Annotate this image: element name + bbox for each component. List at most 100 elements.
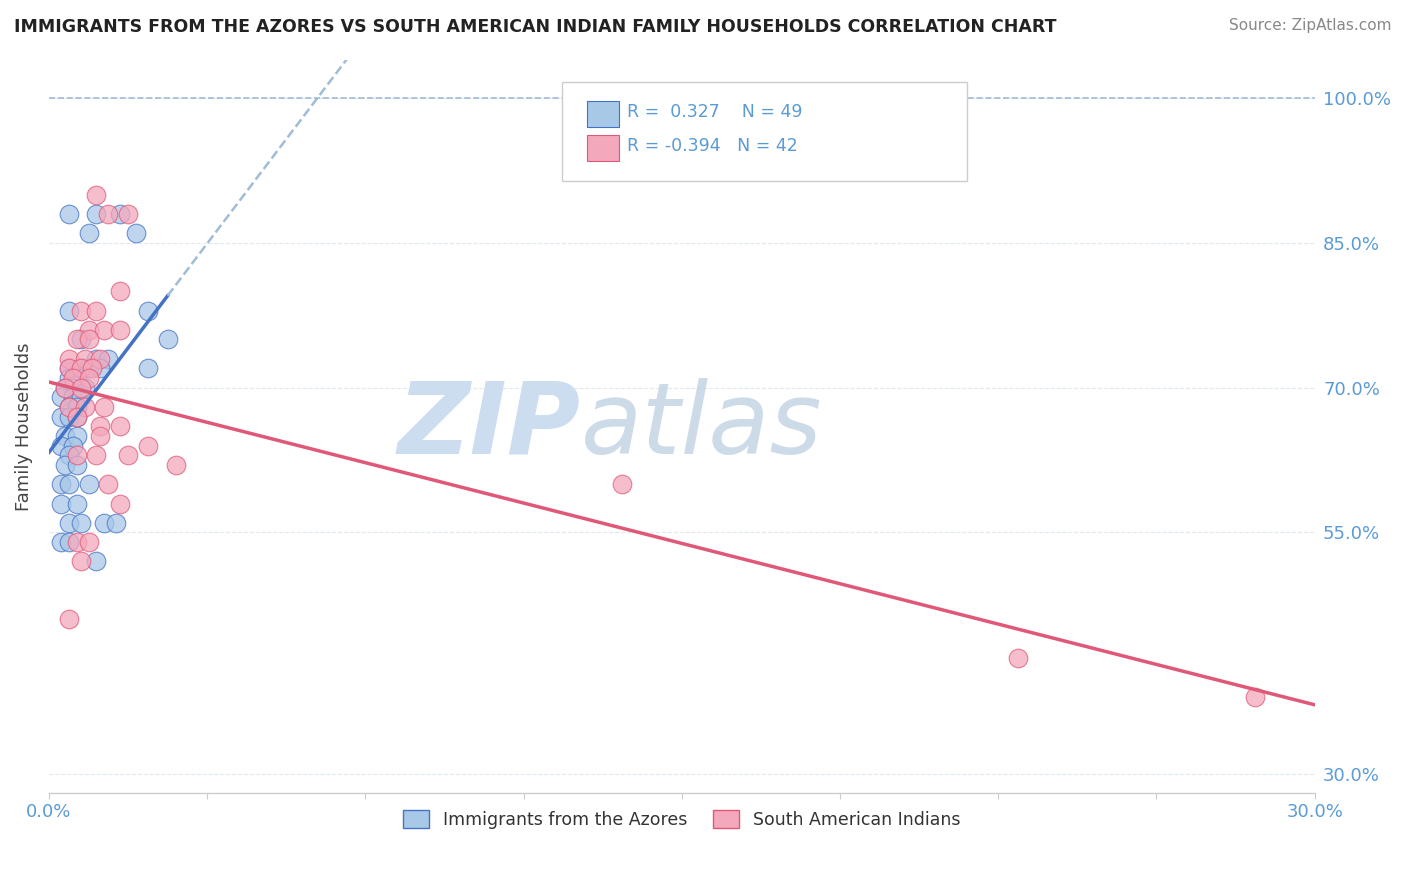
Point [53, 381, 76, 395]
Point [612, 477, 634, 491]
Point [77, 227, 100, 241]
Point [66, 448, 89, 462]
Text: ZIP: ZIP [398, 378, 581, 475]
Point [93, 516, 115, 530]
Point [136, 361, 159, 376]
Point [82, 361, 104, 376]
Point [77, 323, 100, 337]
Point [66, 535, 89, 549]
Point [58, 361, 80, 376]
Point [58, 371, 80, 385]
Point [73, 351, 96, 366]
Point [89, 429, 111, 443]
Point [89, 351, 111, 366]
Point [69, 390, 91, 404]
Point [86, 554, 108, 568]
Point [86, 303, 108, 318]
Point [58, 612, 80, 626]
Point [58, 409, 80, 424]
Point [53, 429, 76, 443]
Point [108, 207, 131, 221]
Point [69, 381, 91, 395]
Point [49, 535, 72, 549]
Point [49, 496, 72, 510]
Text: atlas: atlas [581, 378, 823, 475]
Point [58, 535, 80, 549]
Point [66, 371, 89, 385]
Point [165, 458, 187, 472]
Point [69, 516, 91, 530]
Point [69, 554, 91, 568]
Point [73, 381, 96, 395]
Point [66, 409, 89, 424]
Point [49, 477, 72, 491]
Point [58, 351, 80, 366]
Point [49, 439, 72, 453]
Point [66, 458, 89, 472]
Point [69, 361, 91, 376]
Point [97, 207, 120, 221]
Point [125, 227, 148, 241]
Point [136, 303, 159, 318]
Point [108, 284, 131, 298]
Point [62, 381, 84, 395]
Point [73, 400, 96, 414]
Text: Source: ZipAtlas.com: Source: ZipAtlas.com [1229, 18, 1392, 33]
Point [58, 303, 80, 318]
Legend: Immigrants from the Azores, South American Indians: Immigrants from the Azores, South Americ… [396, 803, 967, 836]
Y-axis label: Family Households: Family Households [15, 342, 32, 510]
Text: R = -0.394   N = 42: R = -0.394 N = 42 [627, 137, 799, 155]
Point [69, 303, 91, 318]
Point [136, 439, 159, 453]
Point [77, 535, 100, 549]
Point [58, 361, 80, 376]
Point [62, 390, 84, 404]
Point [89, 419, 111, 434]
Point [108, 323, 131, 337]
Point [49, 390, 72, 404]
Point [58, 477, 80, 491]
Point [105, 516, 128, 530]
Point [58, 516, 80, 530]
Point [93, 400, 115, 414]
Point [97, 477, 120, 491]
Point [53, 458, 76, 472]
Point [49, 409, 72, 424]
Point [62, 439, 84, 453]
Point [97, 351, 120, 366]
Point [66, 400, 89, 414]
Point [58, 400, 80, 414]
Point [66, 429, 89, 443]
Bar [586, 136, 619, 161]
Point [58, 207, 80, 221]
Point [86, 448, 108, 462]
Point [86, 351, 108, 366]
Point [1244, 690, 1267, 704]
Text: IMMIGRANTS FROM THE AZORES VS SOUTH AMERICAN INDIAN FAMILY HOUSEHOLDS CORRELATIO: IMMIGRANTS FROM THE AZORES VS SOUTH AMER… [14, 18, 1056, 36]
Point [69, 333, 91, 347]
Point [62, 371, 84, 385]
Point [77, 371, 100, 385]
Point [58, 448, 80, 462]
Point [89, 361, 111, 376]
Point [117, 448, 139, 462]
Point [69, 361, 91, 376]
Text: R =  0.327    N = 49: R = 0.327 N = 49 [627, 103, 803, 121]
Point [77, 333, 100, 347]
Point [108, 496, 131, 510]
Point [1007, 651, 1029, 665]
Point [66, 496, 89, 510]
Point [156, 333, 179, 347]
Point [58, 400, 80, 414]
Point [108, 419, 131, 434]
Point [117, 207, 139, 221]
Bar [586, 102, 619, 127]
Point [66, 333, 89, 347]
Point [66, 409, 89, 424]
Point [86, 207, 108, 221]
Point [86, 187, 108, 202]
Point [77, 477, 100, 491]
Point [53, 381, 76, 395]
FancyBboxPatch shape [561, 81, 966, 180]
Point [77, 361, 100, 376]
